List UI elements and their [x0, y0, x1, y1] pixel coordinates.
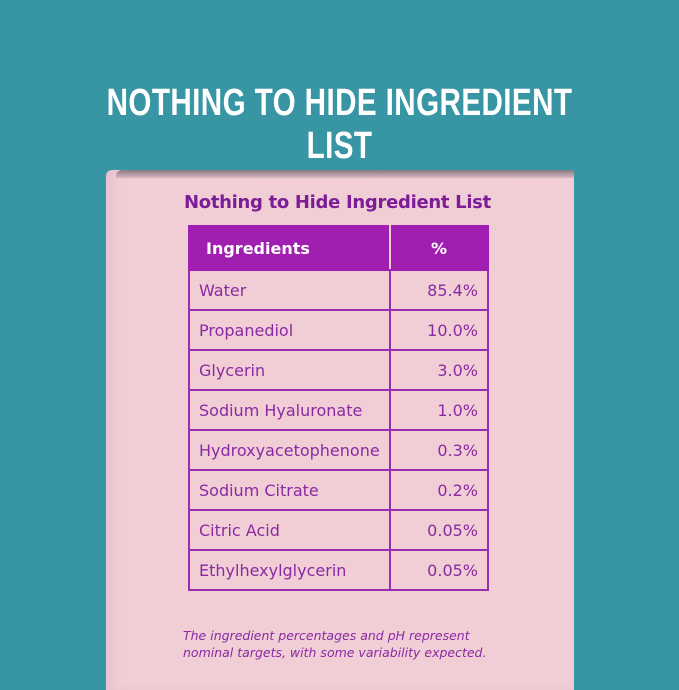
ingredient-table: Ingredients % Water 85.4% Propanediol 10.0%…	[188, 225, 489, 591]
ingredient-percent: 0.05%	[389, 509, 489, 551]
ingredient-percent: 85.4%	[389, 269, 489, 311]
box-lid-edge	[116, 170, 574, 178]
ingredient-name: Propanediol	[188, 309, 391, 351]
table-row: Sodium Hyaluronate 1.0%	[188, 389, 489, 431]
table-row: Sodium Citrate 0.2%	[188, 469, 489, 511]
ingredient-name: Ethylhexylglycerin	[188, 549, 391, 591]
ingredient-name: Sodium Hyaluronate	[188, 389, 391, 431]
table-row: Ethylhexylglycerin 0.05%	[188, 549, 489, 591]
ingredient-percent: 10.0%	[389, 309, 489, 351]
table-row: Propanediol 10.0%	[188, 309, 489, 351]
ingredient-percent: 0.3%	[389, 429, 489, 471]
ingredient-percent: 1.0%	[389, 389, 489, 431]
header-ingredients: Ingredients	[188, 225, 391, 271]
ingredient-name: Sodium Citrate	[188, 469, 391, 511]
footnote-line: nominal targets, with some variability e…	[183, 645, 487, 660]
header-percent: %	[389, 225, 489, 271]
headline: NOTHING TO HIDE INGREDIENT LIST	[106, 82, 573, 167]
ingredient-name: Glycerin	[188, 349, 391, 391]
footnote-line: The ingredient percentages and pH repres…	[183, 628, 470, 643]
table-row: Glycerin 3.0%	[188, 349, 489, 391]
ingredient-percent: 0.2%	[389, 469, 489, 511]
ingredient-percent: 0.05%	[389, 549, 489, 591]
footnote: The ingredient percentages and pH repres…	[183, 627, 486, 661]
ingredient-name: Water	[188, 269, 391, 311]
ingredient-name: Hydroxyacetophenone	[188, 429, 391, 471]
table-row: Water 85.4%	[188, 269, 489, 311]
table-row: Citric Acid 0.05%	[188, 509, 489, 551]
table-row: Hydroxyacetophenone 0.3%	[188, 429, 489, 471]
panel-title: Nothing to Hide Ingredient List	[184, 192, 491, 213]
ingredient-name: Citric Acid	[188, 509, 391, 551]
table-header-row: Ingredients %	[188, 225, 489, 271]
ingredient-percent: 3.0%	[389, 349, 489, 391]
